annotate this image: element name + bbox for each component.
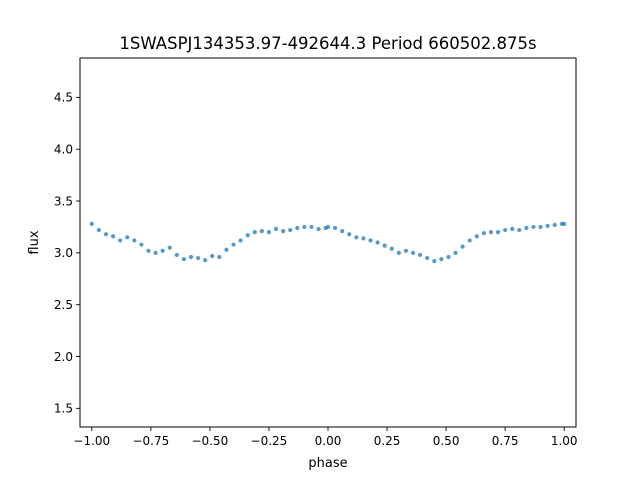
- data-point: [368, 238, 373, 243]
- data-point: [110, 234, 116, 239]
- data-point: [481, 231, 486, 236]
- data-point: [125, 235, 130, 240]
- data-point: [188, 254, 194, 260]
- y-axis: 1.5 2.0 2.5 3.0 3.5 4.0 4.5: [54, 91, 80, 416]
- data-point: [325, 224, 331, 230]
- x-tick-label: 0.75: [492, 434, 519, 448]
- data-point: [410, 250, 416, 255]
- data-point: [118, 238, 123, 243]
- x-tick-label: 1.00: [551, 434, 578, 448]
- data-point: [89, 221, 94, 226]
- data-point: [295, 225, 300, 231]
- data-point: [524, 225, 529, 231]
- x-tick-label: −0.50: [192, 434, 229, 448]
- data-point: [132, 238, 137, 243]
- data-point: [302, 224, 307, 230]
- data-point: [389, 246, 394, 251]
- data-point: [340, 228, 345, 234]
- data-point: [217, 254, 222, 260]
- x-tick-label: −0.25: [251, 434, 288, 448]
- data-point: [488, 230, 494, 235]
- data-point: [382, 243, 387, 248]
- data-point: [396, 250, 401, 255]
- x-tick-label: 0.00: [315, 434, 342, 448]
- data-point: [153, 250, 158, 255]
- x-axis-label: phase: [308, 456, 347, 471]
- data-point: [174, 252, 179, 258]
- data-point: [347, 232, 352, 237]
- x-axis: −1.00 −0.75 −0.50 −0.25 0.00 0.25 0.50 0.75 1.00: [73, 427, 578, 448]
- data-point: [538, 224, 543, 230]
- data-point: [474, 234, 479, 239]
- data-point: [316, 226, 321, 232]
- data-point: [224, 247, 229, 252]
- data-point: [531, 224, 536, 230]
- y-tick-label: 4.5: [54, 91, 73, 105]
- x-tick-label: −1.00: [73, 434, 110, 448]
- data-point: [273, 226, 279, 232]
- data-point: [181, 256, 187, 262]
- y-axis-label: flux: [27, 230, 42, 254]
- data-point: [252, 230, 257, 235]
- data-point: [238, 238, 243, 243]
- chart-title: 1SWASPJ134353.97-492644.3 Period 660502.…: [119, 34, 536, 53]
- data-point: [281, 228, 286, 234]
- data-point: [460, 244, 465, 249]
- data-point: [139, 242, 144, 247]
- data-point: [309, 224, 314, 230]
- x-tick-label: 0.50: [433, 434, 460, 448]
- data-point: [517, 227, 522, 233]
- data-point: [103, 232, 109, 237]
- y-tick-label: 2.0: [54, 350, 73, 364]
- data-point: [160, 248, 165, 253]
- data-point: [467, 238, 472, 243]
- data-point: [266, 230, 272, 235]
- data-point: [167, 245, 172, 250]
- data-point: [510, 226, 515, 232]
- data-point: [210, 253, 215, 259]
- data-point: [562, 221, 567, 226]
- data-point: [203, 258, 208, 263]
- data-point: [354, 235, 359, 240]
- data-point: [245, 233, 250, 238]
- data-point: [545, 223, 550, 229]
- data-point: [231, 242, 236, 247]
- data-point: [425, 255, 430, 261]
- x-tick-label: −0.75: [132, 434, 169, 448]
- data-point: [453, 250, 458, 255]
- data-point: [446, 254, 451, 260]
- data-point: [503, 227, 508, 233]
- data-points: [89, 221, 567, 264]
- data-point: [418, 252, 423, 258]
- data-point: [96, 227, 101, 233]
- y-tick-label: 4.0: [54, 143, 73, 157]
- data-point: [361, 236, 366, 241]
- data-point: [259, 228, 264, 234]
- data-point: [439, 256, 444, 262]
- data-point: [146, 248, 151, 253]
- data-point: [432, 259, 437, 264]
- y-tick-label: 3.0: [54, 246, 73, 260]
- data-point: [195, 255, 201, 261]
- x-tick-label: 0.25: [374, 434, 401, 448]
- y-tick-label: 2.5: [54, 298, 73, 312]
- y-tick-label: 3.5: [54, 194, 73, 208]
- data-point: [552, 222, 557, 227]
- y-tick-label: 1.5: [54, 402, 73, 416]
- data-point: [332, 225, 338, 231]
- data-point: [288, 227, 293, 233]
- data-point: [495, 230, 501, 235]
- data-point: [403, 248, 409, 253]
- data-point: [375, 240, 380, 245]
